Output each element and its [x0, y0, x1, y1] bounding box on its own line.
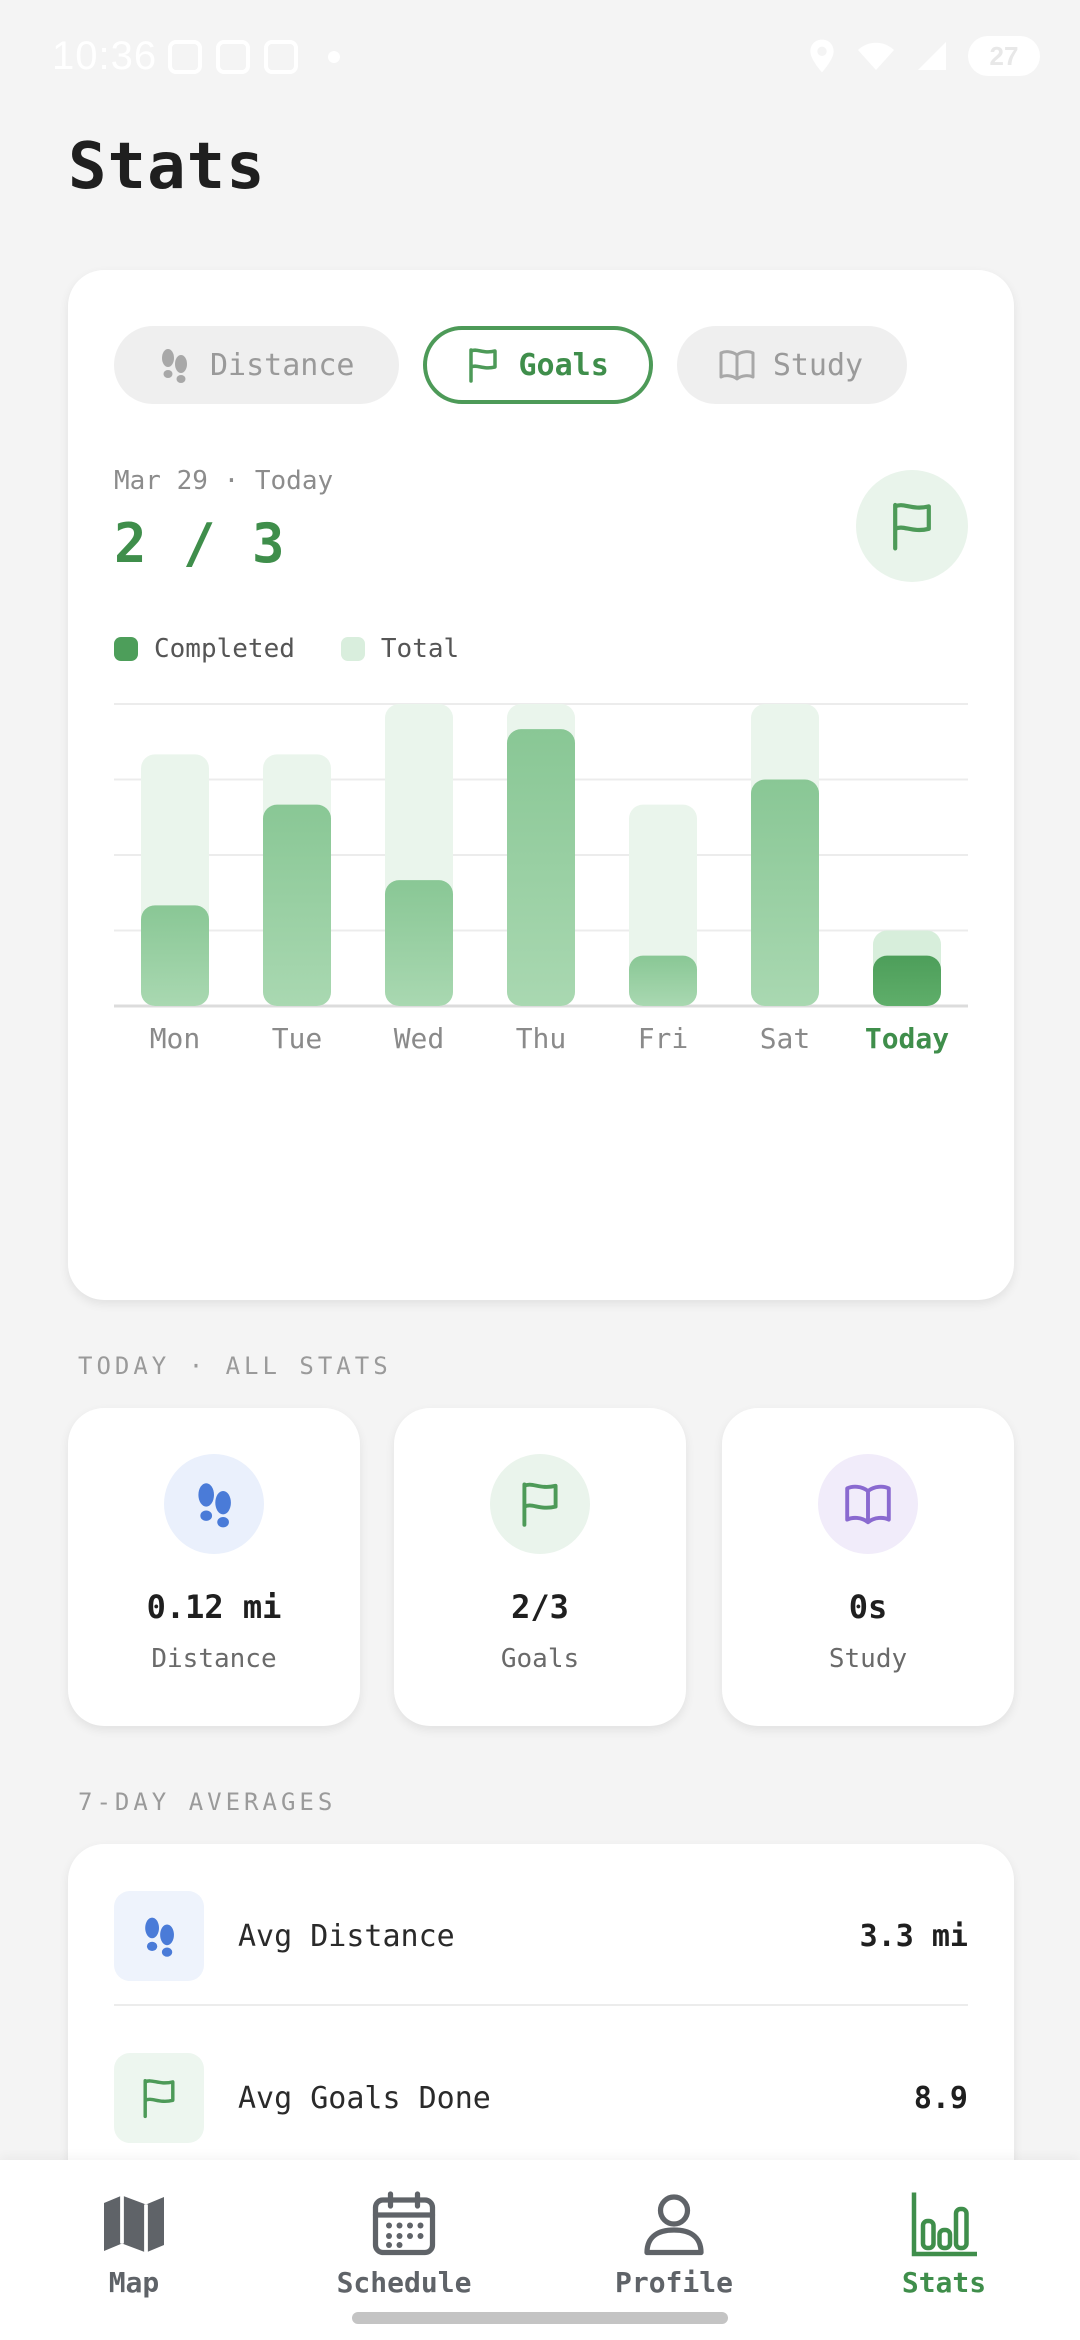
chart-x-tick-label: Tue	[272, 1022, 323, 1055]
person-icon	[644, 2194, 704, 2256]
tab-goals[interactable]: Goals	[422, 326, 653, 404]
nav-map[interactable]: Map	[34, 2188, 234, 2299]
today-distance-label: Distance	[151, 1644, 277, 1674]
chart-bar-completed	[629, 955, 697, 1006]
chart-bar-completed	[385, 880, 453, 1006]
avg-goals-label: Avg Goals Done	[238, 2080, 491, 2116]
chart-x-tick-label: Fri	[638, 1022, 689, 1055]
system-icons: 27	[808, 36, 1040, 76]
chart-x-tick-label: Wed	[394, 1022, 445, 1055]
avg-goals-value: 8.9	[913, 2080, 968, 2116]
bottom-nav: Map Schedule Profile Stats	[0, 2160, 1080, 2340]
chart-bar-completed	[263, 804, 331, 1006]
chart-bar-completed	[751, 779, 819, 1006]
today-goals-label: Goals	[500, 1644, 580, 1674]
metric-tabs: Distance Goals Study	[114, 326, 908, 404]
avg-distance-label: Avg Distance	[238, 1918, 455, 1954]
screenshot-icon	[168, 40, 202, 74]
legend-total-label: Total	[380, 634, 460, 664]
tab-study[interactable]: Study	[676, 326, 908, 404]
nav-schedule[interactable]: Schedule	[304, 2188, 504, 2299]
tab-distance-label: Distance	[210, 347, 355, 383]
more-notifications-icon	[328, 51, 340, 63]
footprints-icon	[162, 349, 187, 383]
goals-icon-circle	[490, 1454, 590, 1554]
legend-total: Total	[340, 634, 460, 664]
today-study-label: Study	[828, 1644, 908, 1674]
goals-bar-chart: Mon Tue Wed Thu Fri Sat Today	[114, 703, 968, 1055]
wifi-icon	[858, 42, 894, 70]
chart-legend: Completed Total	[114, 634, 459, 664]
bar-chart-icon	[911, 2192, 977, 2257]
notification-icons	[168, 40, 340, 74]
calendar-icon	[372, 2191, 436, 2256]
avg-goals-row[interactable]: Avg Goals Done 8.9	[114, 2038, 968, 2158]
chart-bar-completed	[873, 955, 941, 1006]
today-goals-value: 2/3	[511, 1588, 569, 1626]
battery-indicator: 27	[968, 36, 1040, 76]
status-time: 10:36	[52, 34, 158, 78]
avg-distance-icon-box	[114, 1891, 204, 1981]
instagram-icon	[264, 40, 298, 74]
chart-x-tick-label: Sat	[760, 1022, 811, 1055]
tab-distance[interactable]: Distance	[114, 326, 399, 404]
averages-section-title: 7-DAY AVERAGES	[78, 1788, 337, 1816]
location-icon	[810, 39, 834, 73]
nav-profile[interactable]: Profile	[574, 2188, 774, 2299]
chart-bar-completed	[507, 729, 575, 1006]
flag-icon	[893, 502, 931, 551]
chart-x-tick-label: Today	[865, 1022, 949, 1055]
signal-icon	[918, 42, 946, 70]
flag-icon	[468, 348, 497, 383]
chart-x-tick-label: Thu	[516, 1022, 567, 1055]
gmail-icon	[216, 40, 250, 74]
map-icon	[104, 2195, 164, 2253]
flag-icon	[143, 2079, 175, 2119]
tab-study-label: Study	[772, 347, 864, 383]
today-section-title: TODAY · ALL STATS	[78, 1352, 392, 1380]
book-icon	[719, 350, 755, 381]
legend-swatch-completed	[114, 637, 138, 661]
legend-completed-label: Completed	[154, 634, 295, 664]
legend-completed: Completed	[114, 634, 295, 664]
flag-icon	[522, 1482, 558, 1527]
nav-stats-label: Stats	[901, 2266, 987, 2299]
chart-x-tick-label: Mon	[150, 1022, 201, 1055]
status-bar: 10:36 27	[0, 0, 1080, 120]
distance-icon-circle	[164, 1454, 264, 1554]
today-study-value: 0s	[848, 1588, 888, 1626]
page-title: Stats	[68, 130, 266, 204]
home-indicator	[352, 2312, 728, 2324]
study-icon-circle	[818, 1454, 918, 1554]
avg-goals-icon-box	[114, 2053, 204, 2143]
avg-divider	[114, 2004, 968, 2006]
goals-badge	[856, 470, 968, 582]
chart-bar-completed	[141, 905, 209, 1006]
nav-map-label: Map	[108, 2266, 160, 2299]
legend-swatch-total	[340, 637, 365, 661]
book-icon	[845, 1484, 891, 1525]
today-distance-value: 0.12 mi	[146, 1588, 282, 1626]
stats-chart-card: Distance Goals Study Mar 29 · Today 2 / …	[68, 270, 1014, 1300]
footprints-icon	[198, 1483, 231, 1528]
goals-summary-value: 2 / 3	[114, 512, 287, 575]
date-label: Mar 29 · Today	[114, 466, 334, 496]
nav-profile-label: Profile	[614, 2266, 733, 2299]
nav-stats[interactable]: Stats	[844, 2188, 1044, 2299]
avg-distance-value: 3.3 mi	[859, 1918, 968, 1954]
footprints-icon	[145, 1917, 174, 1957]
tab-goals-label: Goals	[518, 347, 609, 383]
today-goals-card[interactable]: 2/3 Goals	[394, 1408, 686, 1726]
today-study-card[interactable]: 0s Study	[722, 1408, 1014, 1726]
today-distance-card[interactable]: 0.12 mi Distance	[68, 1408, 360, 1726]
nav-schedule-label: Schedule	[336, 2266, 472, 2299]
avg-distance-row[interactable]: Avg Distance 3.3 mi	[114, 1876, 968, 1996]
